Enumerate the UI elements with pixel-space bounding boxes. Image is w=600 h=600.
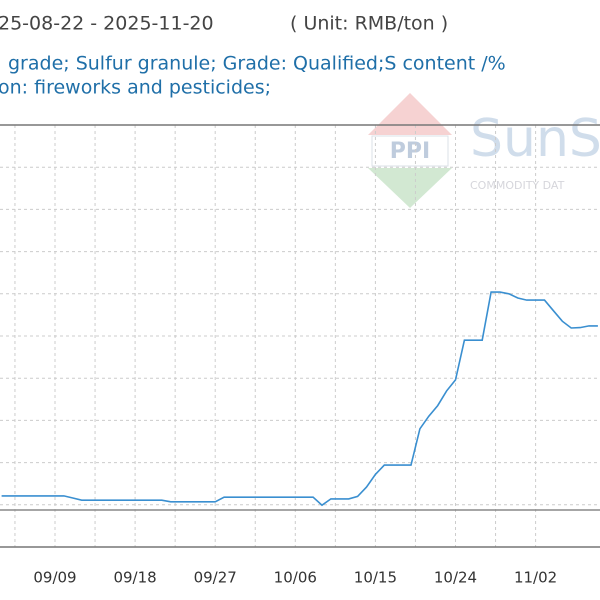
logo-top — [368, 93, 452, 135]
x-tick-label: 10/06 — [274, 569, 317, 587]
brand: SunS — [470, 109, 600, 169]
x-tick-label: 09/09 — [33, 569, 76, 587]
subtitle: grade; Sulfur granule; Grade: Qualified;… — [8, 53, 506, 75]
x-tick-label: 10/24 — [434, 569, 477, 587]
unit: ( Unit: RMB/ton ) — [290, 13, 448, 35]
x-tick-label: 09/27 — [194, 569, 237, 587]
tagline: COMMODITY DAT — [470, 179, 565, 192]
chart-title: 25-08-22 - 2025-11-20 — [0, 13, 214, 35]
watermark: PPI SunS COMMODITY DAT — [368, 93, 600, 208]
x-tick-label: 11/02 — [514, 569, 557, 587]
x-tick-label: 09/18 — [113, 569, 156, 587]
logo-bottom — [368, 168, 452, 208]
data-line — [1, 291, 598, 507]
logo-text: PPI — [390, 139, 430, 164]
x-tick-label: 10/15 — [354, 569, 397, 587]
logo-box — [371, 135, 449, 167]
subtitle: on: fireworks and pesticides; — [0, 77, 271, 99]
